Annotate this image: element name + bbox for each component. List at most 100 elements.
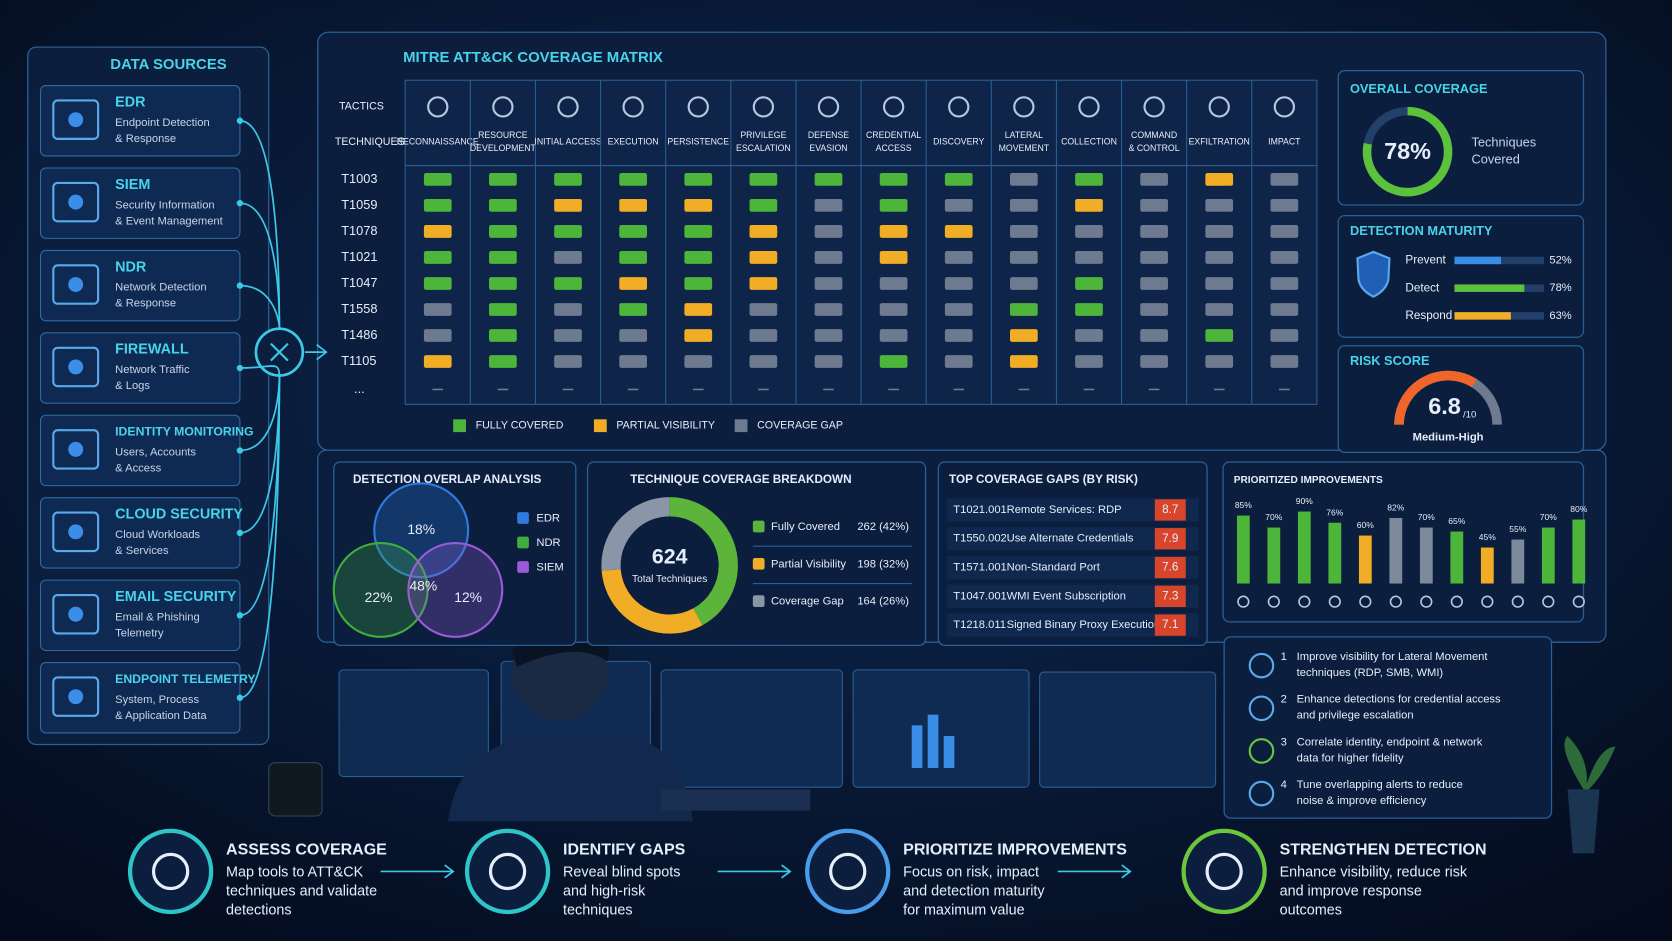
gap-row bbox=[946, 584, 1199, 609]
coverage-cell bbox=[1205, 277, 1234, 290]
rec-text: Tune overlapping alerts to reduce bbox=[1297, 779, 1463, 791]
panel-title: TOP COVERAGE GAPS (BY RISK) bbox=[949, 473, 1138, 486]
technique-id: T1558 bbox=[341, 301, 377, 316]
coverage-cell bbox=[1075, 329, 1103, 342]
tactic-label: RESOURCE bbox=[478, 130, 528, 140]
coverage-cell bbox=[684, 277, 713, 290]
coverage-cell bbox=[684, 303, 713, 316]
risk-max: /10 bbox=[1463, 410, 1476, 421]
improvement-bar bbox=[1572, 519, 1586, 584]
segment-value: 198 (32%) bbox=[857, 558, 909, 570]
source-desc: Endpoint Detection bbox=[115, 117, 210, 129]
rec-text: and privilege escalation bbox=[1297, 710, 1414, 722]
gap-score: 8.7 bbox=[1162, 503, 1178, 516]
legend-label: PARTIAL VISIBILITY bbox=[616, 420, 715, 432]
tactic-label: PRIVILEGE bbox=[740, 130, 786, 140]
coverage-cell bbox=[489, 329, 517, 342]
step-arrow bbox=[380, 864, 455, 879]
venn-value: 22% bbox=[365, 589, 393, 605]
improvement-bar bbox=[1297, 511, 1311, 584]
panel-title: TECHNIQUE COVERAGE BREAKDOWN bbox=[630, 473, 851, 486]
coverage-cell bbox=[619, 225, 647, 238]
source-icon-dot bbox=[68, 112, 84, 128]
segment-value: 262 (42%) bbox=[857, 521, 909, 533]
tactic-icon bbox=[1481, 595, 1494, 608]
coverage-value: 78% bbox=[1384, 138, 1431, 164]
maturity-value: 78% bbox=[1549, 282, 1571, 294]
coverage-cell bbox=[619, 329, 647, 342]
tactic-label: RECONNAISSANCE bbox=[397, 136, 479, 146]
tactic-label: DEVELOPMENT bbox=[470, 143, 537, 153]
panel-title: PRIORITIZED IMPROVEMENTS bbox=[1234, 475, 1383, 486]
coverage-cell bbox=[554, 172, 582, 186]
coverage-cell bbox=[1075, 172, 1103, 186]
improvement-bar bbox=[1511, 539, 1525, 584]
rec-text: data for higher fidelity bbox=[1297, 752, 1404, 764]
tactic-label: EXECUTION bbox=[608, 136, 659, 146]
gap-row bbox=[946, 555, 1199, 580]
tactics-label: TACTICS bbox=[339, 101, 384, 113]
venn-circle bbox=[407, 541, 504, 638]
source-desc: & Logs bbox=[115, 380, 150, 392]
maturity-name: Prevent bbox=[1405, 254, 1446, 267]
coverage-cell bbox=[1140, 277, 1168, 290]
connector bbox=[239, 202, 281, 329]
rec-text: Correlate identity, endpoint & network bbox=[1297, 736, 1483, 748]
step-text: techniques bbox=[563, 903, 633, 919]
segment-name: Coverage Gap bbox=[771, 596, 844, 608]
coverage-cell bbox=[1270, 172, 1299, 186]
gap-row bbox=[946, 527, 1199, 551]
coverage-cell bbox=[1205, 199, 1234, 212]
coverage-cell bbox=[619, 355, 647, 368]
step-title: STRENGTHEN DETECTION bbox=[1280, 841, 1487, 858]
tactic-icon bbox=[1542, 595, 1555, 608]
tactic-label: IMPACT bbox=[1268, 136, 1301, 146]
rec-number: 3 bbox=[1281, 736, 1287, 748]
tactic-label: COLLECTION bbox=[1061, 136, 1117, 146]
hub-glyph bbox=[270, 342, 289, 362]
source-desc: Network Traffic bbox=[115, 364, 190, 376]
maturity-name: Respond bbox=[1405, 309, 1452, 322]
coverage-cell bbox=[1075, 199, 1103, 212]
venn-value: 18% bbox=[407, 521, 435, 537]
technique-id: T1021 bbox=[341, 249, 377, 264]
coverage-cell bbox=[1075, 355, 1103, 368]
source-icon-dot bbox=[68, 359, 84, 375]
score-badge bbox=[1154, 556, 1186, 579]
source-icon-dot bbox=[68, 606, 84, 622]
step-icon bbox=[1205, 852, 1243, 891]
rec-number: 2 bbox=[1281, 694, 1287, 706]
technique-id: T1003 bbox=[341, 171, 377, 186]
tactic-label: INITIAL ACCESS bbox=[534, 136, 601, 146]
gap-row bbox=[946, 498, 1199, 522]
coverage-cell bbox=[944, 225, 973, 238]
gap-technique: T1550.002 bbox=[953, 533, 1007, 545]
step-text: and detection maturity bbox=[903, 883, 1045, 899]
coverage-cell bbox=[749, 329, 778, 342]
techniques-label: TECHNIQUES bbox=[335, 136, 405, 148]
risk-value: 6.8 bbox=[1428, 393, 1461, 419]
tactic-icon bbox=[1273, 96, 1296, 118]
coverage-cell bbox=[489, 225, 517, 238]
segment-name: Partial Visibility bbox=[771, 558, 846, 570]
coverage-cell bbox=[554, 277, 582, 290]
source-desc: Users, Accounts bbox=[115, 447, 196, 459]
improvement-label: 65% bbox=[1448, 516, 1465, 526]
coverage-cell bbox=[944, 172, 973, 186]
coverage-cell bbox=[619, 303, 647, 316]
coverage-cell bbox=[1010, 277, 1038, 290]
coverage-cell bbox=[1140, 329, 1168, 342]
coverage-cell bbox=[749, 277, 778, 290]
improvement-label: 82% bbox=[1387, 503, 1404, 513]
coverage-cell bbox=[489, 277, 517, 290]
source-desc: & Response bbox=[115, 133, 176, 145]
panel-title: DETECTION OVERLAP ANALYSIS bbox=[353, 473, 542, 486]
step-title: ASSESS COVERAGE bbox=[226, 841, 387, 858]
legend-swatch bbox=[517, 536, 529, 549]
gap-technique: T1047.001 bbox=[953, 590, 1007, 602]
improvement-label: 70% bbox=[1540, 512, 1557, 522]
improvement-bar bbox=[1450, 531, 1464, 584]
tactic-icon bbox=[1511, 595, 1524, 608]
coverage-cell bbox=[814, 277, 843, 290]
